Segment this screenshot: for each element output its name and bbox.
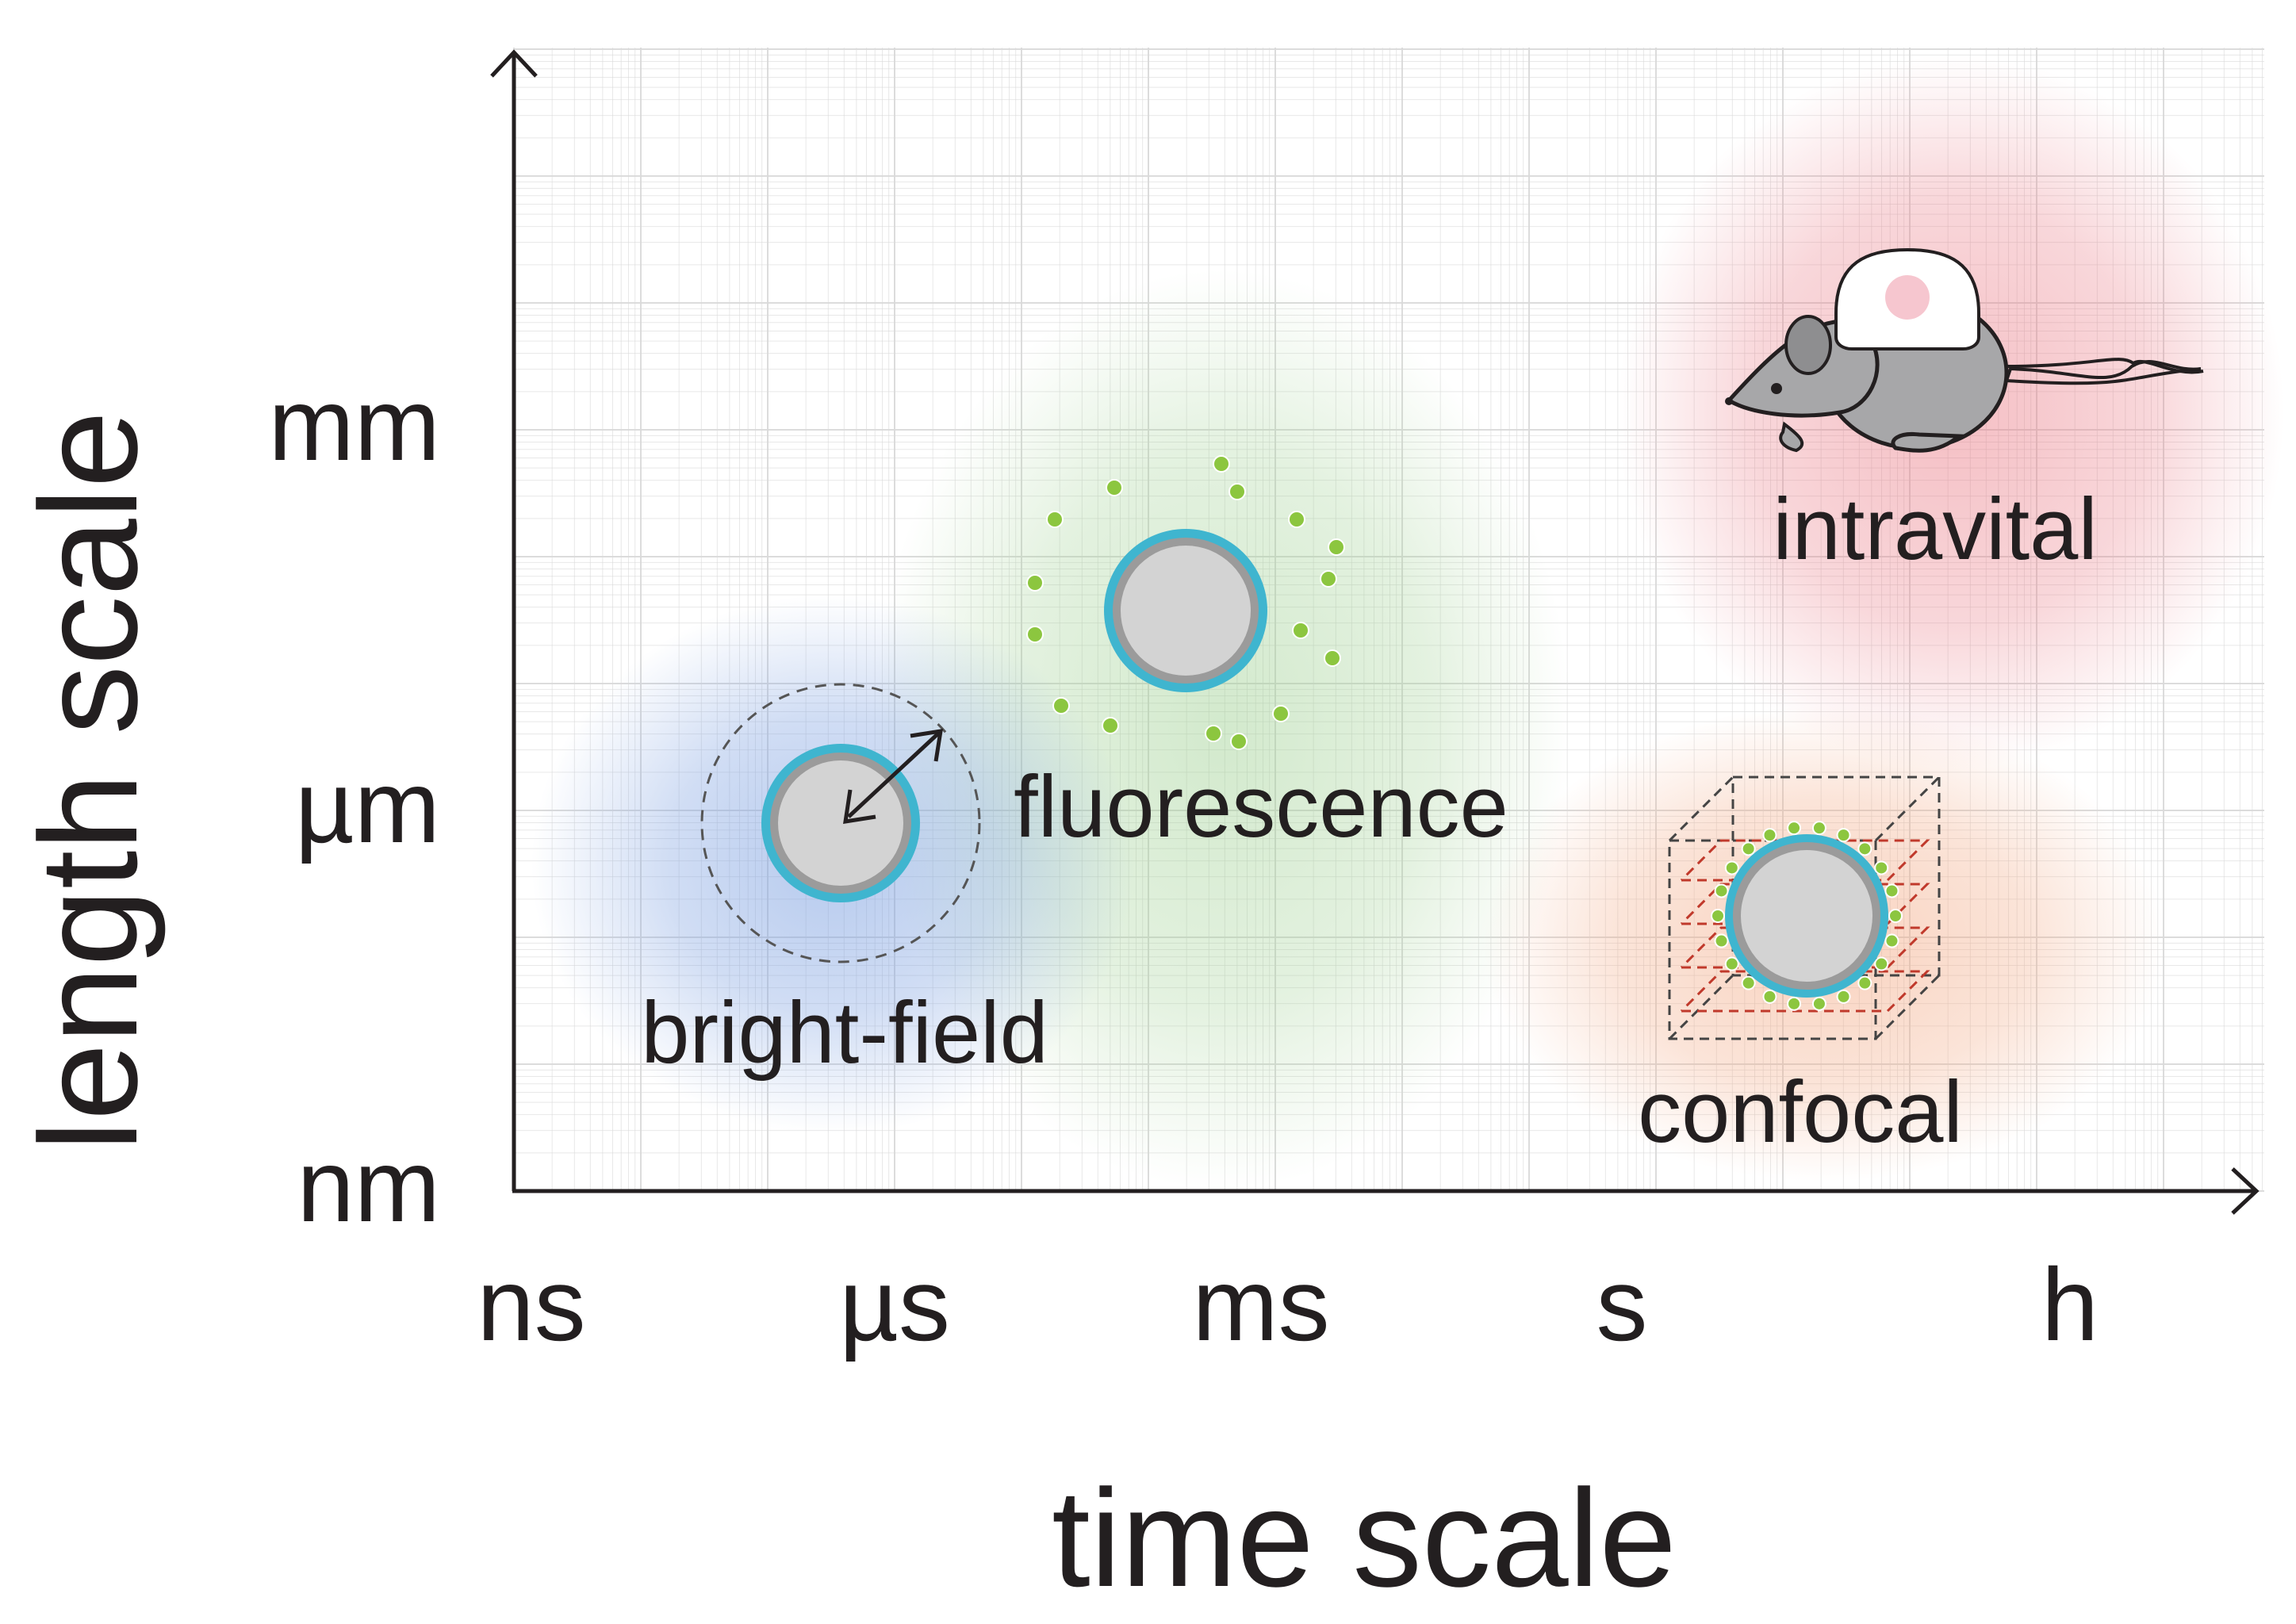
fluorophore-dot — [1724, 860, 1739, 875]
fluorophore-dot — [1741, 975, 1756, 990]
fluorophore-dots — [1711, 821, 1903, 1011]
fluorophore-dot — [1811, 821, 1826, 836]
x-tick-labels: ns µs ms s h — [477, 1247, 2099, 1362]
focal-plane — [1680, 839, 1930, 882]
fluorophore-dot — [1874, 860, 1889, 875]
fluorophore-dot — [1102, 717, 1119, 734]
fluorophore-dot — [1787, 996, 1802, 1011]
y-tick-label: mm — [268, 366, 440, 482]
fluorophore-dot — [1811, 996, 1826, 1011]
y-tick-label: µm — [295, 749, 440, 864]
head-mount-icon — [1834, 247, 1980, 350]
intravital-label: intravital — [1773, 481, 2098, 578]
fluorophore-dot — [1288, 511, 1305, 528]
fluorophore-dot — [1205, 725, 1222, 742]
x-axis-title: time scale — [1052, 1461, 1677, 1616]
y-tick-label: nm — [297, 1128, 440, 1243]
focal-plane — [1680, 883, 1930, 925]
fluorophore-dot — [1888, 909, 1903, 923]
x-tick-label: µs — [839, 1247, 950, 1362]
cell-icon — [761, 744, 920, 902]
x-tick-label: h — [2041, 1247, 2099, 1362]
fluorophore-dot — [1724, 956, 1739, 971]
bright-field-label: bright-field — [641, 984, 1048, 1082]
y-tick-labels: mm µm nm — [268, 366, 440, 1243]
fluorophore-dot — [1857, 975, 1872, 990]
fluorescence-illustration: fluorescence — [1014, 455, 1508, 856]
x-tick-label: s — [1596, 1247, 1648, 1362]
fluorophore-dot — [1762, 828, 1777, 843]
fluorophore-dot — [1052, 697, 1070, 714]
focal-plane — [1680, 970, 1930, 1013]
fluorophore-dot — [1857, 841, 1872, 856]
fluorophore-dot — [1884, 883, 1899, 898]
fluorophore-dot — [1228, 483, 1246, 500]
fluorophore-dot — [1320, 570, 1337, 588]
fluorophore-dots — [1026, 455, 1345, 750]
fluorophore-dot — [1714, 883, 1729, 898]
fluorophore-dot — [1741, 841, 1756, 856]
fluorophore-dot — [1230, 733, 1248, 750]
cell-icon — [1104, 529, 1267, 692]
fluorophore-dot — [1787, 821, 1802, 836]
cell-icon — [1725, 834, 1888, 998]
fluorophore-dot — [1272, 705, 1290, 722]
fluorophore-dot — [1762, 989, 1777, 1004]
intravital-illustration: intravital — [1725, 247, 2204, 578]
fluorophore-dot — [1046, 511, 1064, 528]
fluorophore-dot — [1884, 933, 1899, 948]
fluorophore-dot — [1714, 933, 1729, 948]
fluorophore-dot — [1106, 479, 1123, 496]
confocal-label: confocal — [1638, 1063, 1963, 1161]
fluorophore-dot — [1711, 909, 1725, 923]
x-tick-label: ms — [1192, 1247, 1329, 1362]
bright-field-illustration: bright-field — [641, 683, 1048, 1082]
fluorophore-dot — [1213, 455, 1230, 473]
fluorophore-dot — [1324, 649, 1341, 667]
fluorophore-dot — [1328, 538, 1345, 556]
x-tick-label: ns — [477, 1247, 585, 1362]
confocal-illustration: confocal — [1638, 776, 1963, 1161]
fluorophore-dot — [1292, 622, 1309, 639]
resize-arrow-icon — [843, 728, 944, 825]
focal-planes — [1680, 839, 1930, 1013]
fluorophore-dot — [1836, 828, 1851, 843]
x-axis-arrowhead — [2231, 1167, 2260, 1215]
y-axis-arrowhead — [490, 49, 538, 78]
dotted-circle-icon — [700, 683, 981, 963]
fluorophore-dot — [1026, 626, 1044, 643]
fluorophore-dot — [1026, 574, 1044, 592]
fluorescence-label: fluorescence — [1014, 758, 1508, 856]
focal-plane — [1680, 926, 1930, 969]
axes — [490, 49, 2260, 1215]
y-axis-title: length scale — [12, 411, 167, 1151]
fluorophore-dot — [1836, 989, 1851, 1004]
fluorophore-dot — [1874, 956, 1889, 971]
